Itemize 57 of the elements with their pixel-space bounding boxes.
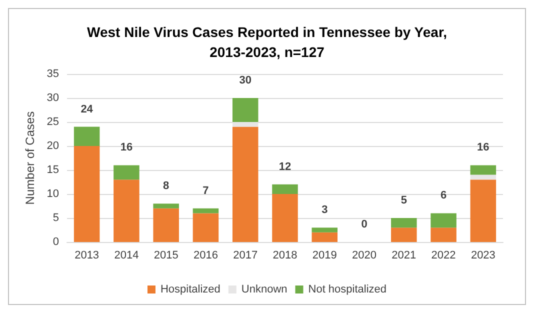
- total-label: 5: [400, 194, 407, 206]
- chart-title: West Nile Virus Cases Reported in Tennessee by Year, 2013-2023, n=127: [86, 24, 448, 60]
- y-tick-label: 30: [46, 92, 59, 104]
- total-label: 24: [80, 103, 94, 116]
- y-tick-label: 10: [46, 188, 59, 200]
- x-tick-label: 2020: [352, 250, 377, 262]
- bar: [430, 213, 456, 228]
- total-label: 7: [202, 184, 209, 197]
- bar: [312, 228, 338, 232]
- x-tick-label: 2017: [233, 250, 258, 262]
- x-tick-label: 2021: [392, 250, 416, 262]
- y-tick-label: 5: [52, 212, 59, 224]
- x-tick-label: 2019: [312, 250, 337, 262]
- y-tick-label: 25: [46, 116, 59, 128]
- total-label: 16: [477, 142, 490, 154]
- bar: [470, 174, 496, 180]
- bar: [192, 213, 219, 242]
- y-tick-label: 35: [46, 68, 59, 80]
- legend-label: Not hospitalized: [308, 284, 387, 296]
- total-label: 30: [239, 74, 252, 86]
- bar: [114, 165, 140, 180]
- bar: [74, 126, 100, 146]
- total-label: 8: [163, 180, 170, 192]
- y-axis-title: Number of Cases: [22, 111, 37, 205]
- bar: [232, 98, 258, 122]
- bar: [74, 146, 100, 242]
- x-tick-label: 2016: [193, 250, 218, 262]
- bar: [312, 232, 338, 242]
- x-tick-label: 2014: [114, 250, 139, 262]
- bar: [391, 218, 417, 228]
- total-label: 16: [120, 142, 133, 154]
- legend-label: Unknown: [241, 284, 288, 296]
- legend-label: Hospitalized: [160, 284, 220, 296]
- bar: [272, 184, 298, 194]
- bar: [153, 208, 179, 242]
- y-tick-label: 20: [46, 140, 59, 152]
- bar: [430, 228, 456, 242]
- bar: [232, 122, 258, 127]
- total-label: 0: [361, 218, 368, 230]
- bar: [272, 194, 298, 242]
- total-label: 3: [322, 204, 328, 216]
- y-tick-label: 0: [52, 236, 59, 248]
- y-tick-label: 15: [46, 164, 59, 176]
- x-tick-label: 2015: [154, 250, 178, 262]
- x-tick-label: 2018: [272, 250, 298, 262]
- bar: [391, 228, 417, 242]
- bar: [232, 126, 258, 242]
- x-tick-label: 2022: [431, 250, 456, 262]
- total-label: 6: [440, 190, 447, 202]
- x-tick-label: 2023: [470, 250, 496, 262]
- bar: [470, 180, 496, 242]
- bar: [153, 204, 179, 208]
- bar: [114, 180, 140, 242]
- total-label: 12: [278, 160, 292, 173]
- bar: [470, 165, 496, 175]
- x-tick-label: 2013: [74, 250, 100, 262]
- bar: [192, 208, 219, 214]
